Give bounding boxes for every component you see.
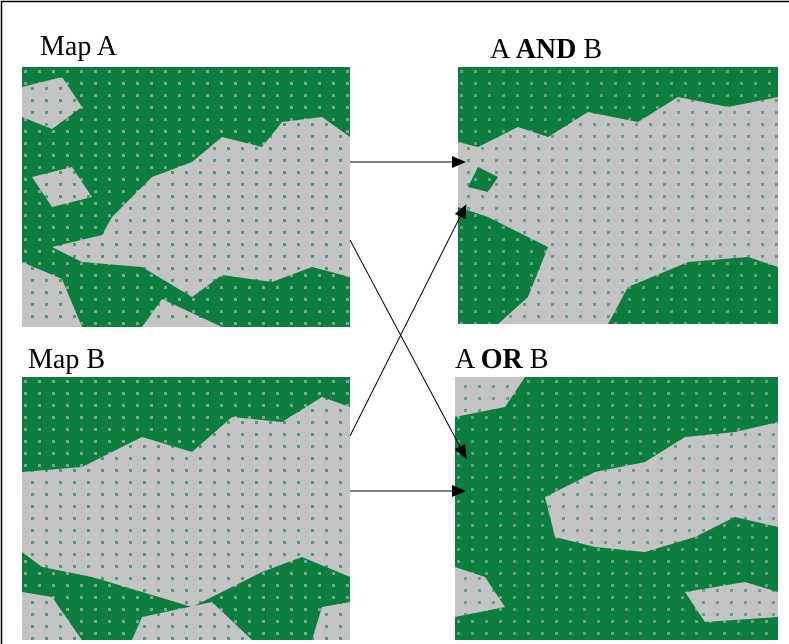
- map-b-title: Map B: [28, 344, 105, 375]
- map-and: [458, 67, 778, 324]
- or-prefix: A: [455, 344, 481, 375]
- and-operator: AND: [516, 34, 577, 65]
- and-title: A AND B: [490, 34, 602, 65]
- or-title: A OR B: [455, 344, 548, 375]
- map-b: [22, 377, 350, 640]
- arrow: [350, 240, 466, 458]
- arrow: [350, 205, 466, 436]
- arrows: [350, 162, 466, 491]
- map-a-title: Map A: [40, 31, 118, 62]
- and-suffix: B: [576, 34, 602, 65]
- map-a: [22, 67, 350, 327]
- diagram: Map A Map B A AND B A OR B: [0, 0, 789, 644]
- or-suffix: B: [523, 344, 549, 375]
- or-operator: OR: [481, 344, 524, 375]
- map-or: [455, 377, 778, 640]
- and-prefix: A: [490, 34, 516, 65]
